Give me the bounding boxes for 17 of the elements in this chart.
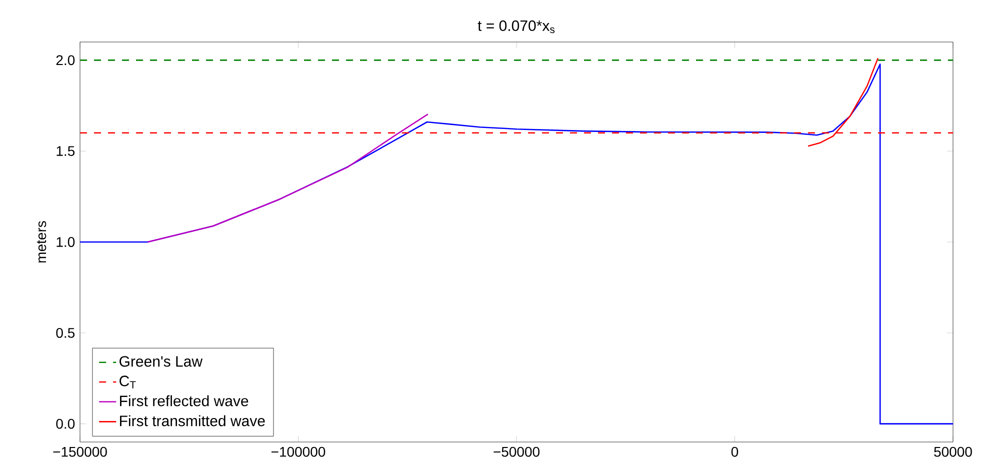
y-tick-label: 1.5	[56, 146, 75, 156]
x-tick-label: −50000	[494, 446, 540, 457]
x-tick-label: 0	[731, 446, 738, 457]
x-tick-label: 50000	[934, 446, 972, 457]
x-tick-label: −150000	[53, 446, 107, 457]
y-tick-label: 1.0	[56, 237, 75, 247]
y-axis-title: meters	[36, 221, 46, 262]
legend-label: C$_{T}$	[120, 376, 136, 388]
y-tick-label: 0.0	[56, 418, 75, 429]
y-tick-label: 2.0	[56, 55, 75, 66]
legend-label: Green's Law	[120, 356, 203, 367]
legend-label: First reflected wave	[120, 395, 248, 406]
chart-title: t = 0.070*x$_{s}$	[478, 20, 555, 34]
x-tick-label: −100000	[272, 446, 326, 457]
line-series	[147, 114, 429, 243]
legend-label: First transmitted wave	[120, 415, 265, 426]
y-tick-label: 0.5	[56, 328, 75, 338]
